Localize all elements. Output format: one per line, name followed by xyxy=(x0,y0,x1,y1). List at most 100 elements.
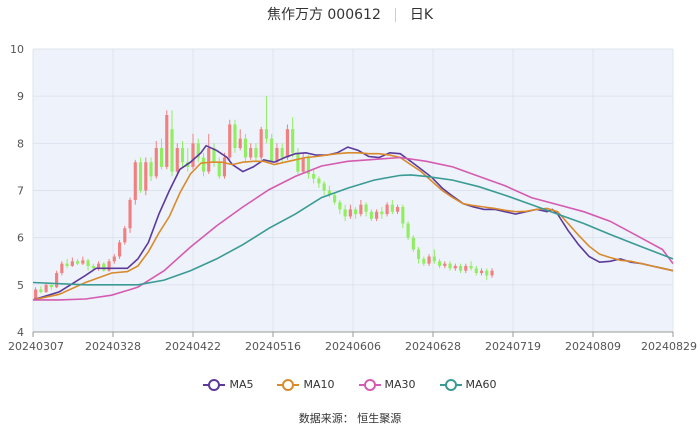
legend-item-ma5[interactable]: MA5 xyxy=(203,378,253,391)
candle-body xyxy=(422,258,426,264)
candle xyxy=(196,138,200,163)
candle xyxy=(417,247,421,264)
candle-body xyxy=(390,204,394,212)
candle-body xyxy=(144,162,148,191)
chart-header: 焦作万方 000612 日K xyxy=(0,4,700,26)
candle xyxy=(117,240,122,259)
candle xyxy=(375,209,379,222)
candle xyxy=(254,143,258,163)
candle xyxy=(154,140,158,179)
y-tick-label: 5 xyxy=(17,279,24,292)
candle xyxy=(159,138,164,170)
candle-body xyxy=(354,209,358,215)
candle xyxy=(128,197,132,233)
candle xyxy=(207,133,211,174)
candle-body xyxy=(222,157,227,177)
candle-body xyxy=(55,273,59,288)
candle-body xyxy=(149,162,153,177)
candle-body xyxy=(401,207,405,224)
candle xyxy=(233,119,237,153)
candle xyxy=(285,124,289,160)
candle-body xyxy=(217,162,221,177)
candle xyxy=(453,263,457,271)
candle-body xyxy=(191,143,195,167)
candle-body xyxy=(396,207,400,212)
candle xyxy=(322,181,326,196)
candle-body xyxy=(322,183,326,191)
candle-body xyxy=(117,242,122,257)
candle-body xyxy=(70,261,74,266)
candle-body xyxy=(259,129,263,158)
legend-label: MA5 xyxy=(229,378,254,391)
candle-body xyxy=(411,237,415,250)
candle xyxy=(385,202,389,217)
candle-body xyxy=(427,256,431,264)
candle xyxy=(201,152,206,177)
candle-body xyxy=(264,129,269,139)
candle-body xyxy=(432,256,436,262)
candle xyxy=(107,258,111,272)
x-tick-label: 20240809 xyxy=(565,340,621,353)
candle xyxy=(469,261,473,271)
candle xyxy=(464,263,468,274)
candle-body xyxy=(479,270,484,274)
x-tick-label: 20240328 xyxy=(85,340,141,353)
candle-body xyxy=(243,138,248,158)
candle-body xyxy=(343,209,347,217)
candle xyxy=(432,249,436,264)
candle xyxy=(485,268,489,281)
candle-body xyxy=(417,249,421,259)
candle xyxy=(301,152,305,174)
candle xyxy=(191,133,195,170)
candle-body xyxy=(154,148,158,177)
candle xyxy=(70,257,74,267)
candle xyxy=(327,185,331,198)
candle-body xyxy=(275,148,279,163)
candle xyxy=(144,157,148,196)
legend-swatch xyxy=(203,378,226,391)
candle-body xyxy=(34,289,38,299)
legend-item-ma10[interactable]: MA10 xyxy=(277,378,335,391)
candle-body xyxy=(375,211,379,219)
candle-body xyxy=(364,204,368,212)
candle-body xyxy=(76,261,80,264)
candle xyxy=(317,176,321,189)
candle-body xyxy=(285,129,289,158)
candle xyxy=(149,157,153,182)
candle-body xyxy=(196,143,200,158)
kline-chart: 4 5 6 7 8 9 10 20240307 20240328 20240422 2024051… xyxy=(8,43,697,353)
candle xyxy=(411,235,415,252)
legend-item-ma30[interactable]: MA30 xyxy=(358,378,416,391)
candle-body xyxy=(301,157,305,172)
candle-body xyxy=(406,223,410,238)
candle-body xyxy=(60,263,64,274)
candle-body xyxy=(306,157,310,174)
x-tick-label: 20240719 xyxy=(485,340,541,353)
candle xyxy=(396,204,400,215)
candle xyxy=(343,204,347,222)
legend-swatch xyxy=(277,378,300,391)
candle-body xyxy=(338,202,342,210)
candle xyxy=(123,225,127,245)
candle-body xyxy=(86,260,90,266)
chart-title: 焦作万方 000612 xyxy=(266,7,381,23)
legend-label: MA60 xyxy=(465,378,497,391)
candle xyxy=(348,204,352,219)
y-tick-label: 6 xyxy=(17,232,24,245)
candle-body xyxy=(180,148,185,163)
candle xyxy=(380,207,384,219)
candle xyxy=(34,287,38,300)
moving-average-lines xyxy=(32,144,674,301)
candle-body xyxy=(296,152,300,172)
candle xyxy=(296,148,300,174)
candle xyxy=(217,157,221,179)
candle xyxy=(165,110,169,170)
candle xyxy=(458,263,463,274)
candle-body xyxy=(238,138,242,149)
legend-item-ma60[interactable]: MA60 xyxy=(439,378,497,391)
candle xyxy=(243,133,248,163)
series-line-ma10 xyxy=(32,152,674,301)
candle-body xyxy=(317,178,321,184)
y-tick-label: 7 xyxy=(17,185,24,198)
candle xyxy=(180,140,185,167)
